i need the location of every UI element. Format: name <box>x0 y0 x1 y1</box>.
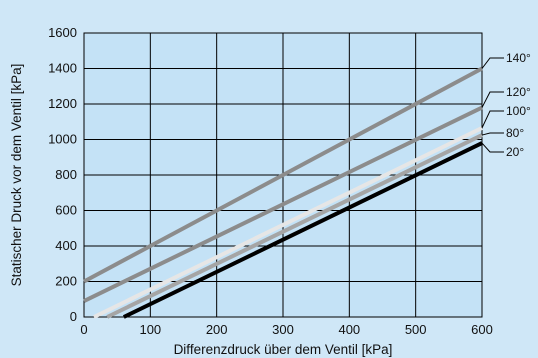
x-tick-label: 200 <box>206 322 228 337</box>
series-line <box>83 105 483 303</box>
y-tick-label: 1200 <box>48 96 77 111</box>
y-tick-label: 1000 <box>48 132 77 147</box>
series-labels: 140° 120° 100° 80° 20° <box>481 51 531 159</box>
series-label-leader <box>481 110 504 129</box>
x-tick-label: 100 <box>139 322 161 337</box>
x-tick-labels: 0 100 200 300 400 500 600 <box>80 322 492 337</box>
x-tick-label: 400 <box>338 322 360 337</box>
y-tick-label: 800 <box>55 167 77 182</box>
x-tick-label: 600 <box>471 322 493 337</box>
series-label: 100° <box>506 104 531 118</box>
series-label-leader <box>481 57 504 69</box>
series-label: 20° <box>506 145 524 159</box>
series-label: 140° <box>506 51 531 65</box>
y-tick-label: 0 <box>70 309 77 324</box>
y-tick-label: 400 <box>55 238 77 253</box>
series-line <box>106 133 483 319</box>
x-tick-label: 300 <box>272 322 294 337</box>
series-label: 120° <box>506 85 531 99</box>
y-tick-labels: 0 200 400 600 800 1000 1200 1400 1600 <box>48 25 77 324</box>
y-tick-label: 200 <box>55 274 77 289</box>
y-tick-label: 1600 <box>48 25 77 40</box>
series-lines <box>83 66 483 319</box>
y-tick-label: 1400 <box>48 61 77 76</box>
y-axis-title: Statischer Druck vor dem Ventil [kPa] <box>9 64 24 287</box>
x-tick-label: 0 <box>80 322 87 337</box>
series-label-leader <box>481 91 504 108</box>
series-label: 80° <box>506 126 524 140</box>
y-tick-label: 600 <box>55 203 77 218</box>
series-line <box>83 66 483 284</box>
series-line <box>122 141 483 319</box>
series-label-leader <box>481 142 504 153</box>
series-label-leader <box>481 132 504 136</box>
series-line <box>93 126 483 319</box>
x-axis-title: Differenzdruck über dem Ventil [kPa] <box>174 342 393 357</box>
x-tick-label: 500 <box>405 322 427 337</box>
